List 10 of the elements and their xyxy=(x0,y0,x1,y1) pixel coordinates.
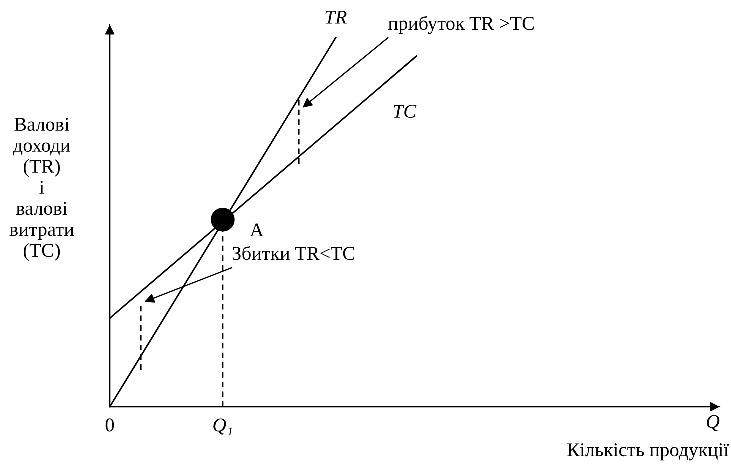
x-tick-label: 0 xyxy=(106,418,114,432)
text: Q xyxy=(707,415,720,432)
series-label: TC xyxy=(394,104,417,118)
y-axis-title: Валові доходи (TR) і валові витрати (TC) xyxy=(10,118,74,262)
x-axis-title: Кількість продукції xyxy=(567,444,730,461)
x-tick-label: Q₁ xyxy=(214,418,232,436)
annotation: Збитки TR<TC xyxy=(232,246,354,260)
annotation: A xyxy=(250,224,264,237)
text: прибуток TR >TC xyxy=(388,16,534,34)
series-label: TR xyxy=(326,11,347,24)
